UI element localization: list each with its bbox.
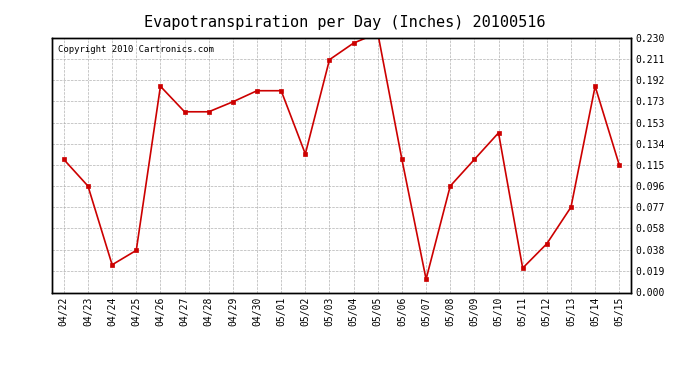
Text: Copyright 2010 Cartronics.com: Copyright 2010 Cartronics.com: [57, 45, 213, 54]
Text: Evapotranspiration per Day (Inches) 20100516: Evapotranspiration per Day (Inches) 2010…: [144, 15, 546, 30]
